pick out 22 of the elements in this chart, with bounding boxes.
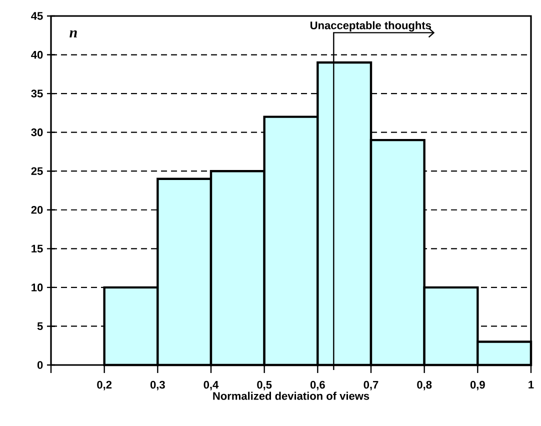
x-tick-label: 0,6 (310, 380, 325, 390)
y-tick-label: 0 (37, 361, 43, 369)
x-tick-label: 0,2 (97, 380, 112, 390)
x-tick-label: 0,4 (204, 380, 219, 390)
y-tick-label: 15 (32, 244, 43, 253)
x-tick-label: 0,8 (417, 380, 432, 390)
x-tick-label: 0,5 (257, 380, 272, 390)
y-tick-label: 35 (31, 90, 43, 98)
x-axis-title: Normalized deviation of views (213, 392, 370, 400)
x-tick-label: 0,7 (364, 380, 378, 390)
y-tick-label: 5 (37, 322, 43, 330)
y-tick-label: 20 (31, 206, 43, 214)
x-tick-label: 0,9 (470, 380, 485, 390)
ref-line-label: Unacceptable thoughts (310, 21, 432, 32)
y-tick-label: 10 (32, 284, 43, 292)
y-axis-title: n (70, 30, 77, 38)
y-tick-label: 45 (31, 12, 43, 20)
y-tick-label: 25 (31, 167, 43, 176)
y-tick-label: 30 (31, 128, 43, 136)
x-tick-label: 1 (528, 380, 534, 388)
y-tick-label: 40 (31, 50, 43, 59)
x-tick-label: 0,3 (150, 380, 165, 390)
